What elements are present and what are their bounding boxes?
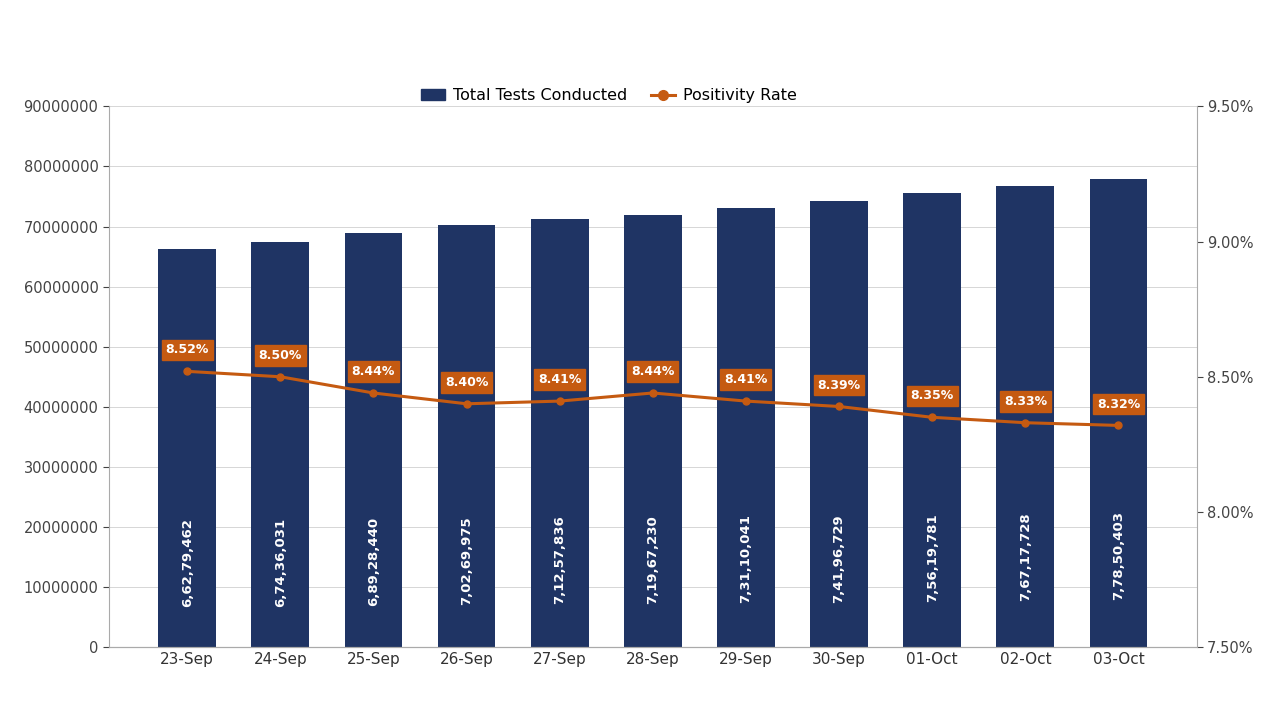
Text: 8.39%: 8.39% — [818, 379, 860, 392]
Text: 8.52%: 8.52% — [165, 344, 209, 357]
Text: 7,31,10,041: 7,31,10,041 — [740, 514, 753, 603]
Bar — [623, 215, 682, 647]
Bar — [810, 201, 868, 647]
Bar — [344, 233, 402, 647]
Bar — [717, 208, 774, 647]
Text: 8.33%: 8.33% — [1004, 395, 1047, 408]
Bar — [159, 249, 216, 647]
Text: 7,12,57,836: 7,12,57,836 — [553, 516, 566, 604]
Text: 6,74,36,031: 6,74,36,031 — [274, 518, 287, 607]
Legend: Total Tests Conducted, Positivity Rate: Total Tests Conducted, Positivity Rate — [415, 82, 804, 110]
Bar — [996, 186, 1055, 647]
Bar — [438, 225, 495, 647]
Text: 7,02,69,975: 7,02,69,975 — [460, 516, 474, 605]
Text: Exponential increase in testing: Exponential increase in testing — [225, 24, 1055, 69]
Text: 7,56,19,781: 7,56,19,781 — [925, 513, 938, 602]
Text: 8.44%: 8.44% — [631, 365, 675, 378]
Bar — [251, 242, 310, 647]
Text: 8.50%: 8.50% — [259, 349, 302, 362]
Text: 8.41%: 8.41% — [724, 373, 768, 386]
Text: 8.32%: 8.32% — [1097, 398, 1140, 411]
Bar — [531, 219, 589, 647]
Text: 8.35%: 8.35% — [910, 390, 954, 403]
Text: 7,67,17,728: 7,67,17,728 — [1019, 513, 1032, 601]
Text: 7,41,96,729: 7,41,96,729 — [832, 514, 846, 603]
Text: 6,62,79,462: 6,62,79,462 — [180, 518, 193, 608]
Bar — [1089, 180, 1147, 647]
Text: 6,89,28,440: 6,89,28,440 — [367, 516, 380, 605]
Bar — [904, 193, 961, 647]
Text: 7,78,50,403: 7,78,50,403 — [1112, 511, 1125, 600]
Text: 7,19,67,230: 7,19,67,230 — [646, 515, 659, 604]
Text: 8.44%: 8.44% — [352, 365, 396, 378]
Text: 8.41%: 8.41% — [538, 373, 581, 386]
Text: 8.40%: 8.40% — [445, 376, 488, 389]
